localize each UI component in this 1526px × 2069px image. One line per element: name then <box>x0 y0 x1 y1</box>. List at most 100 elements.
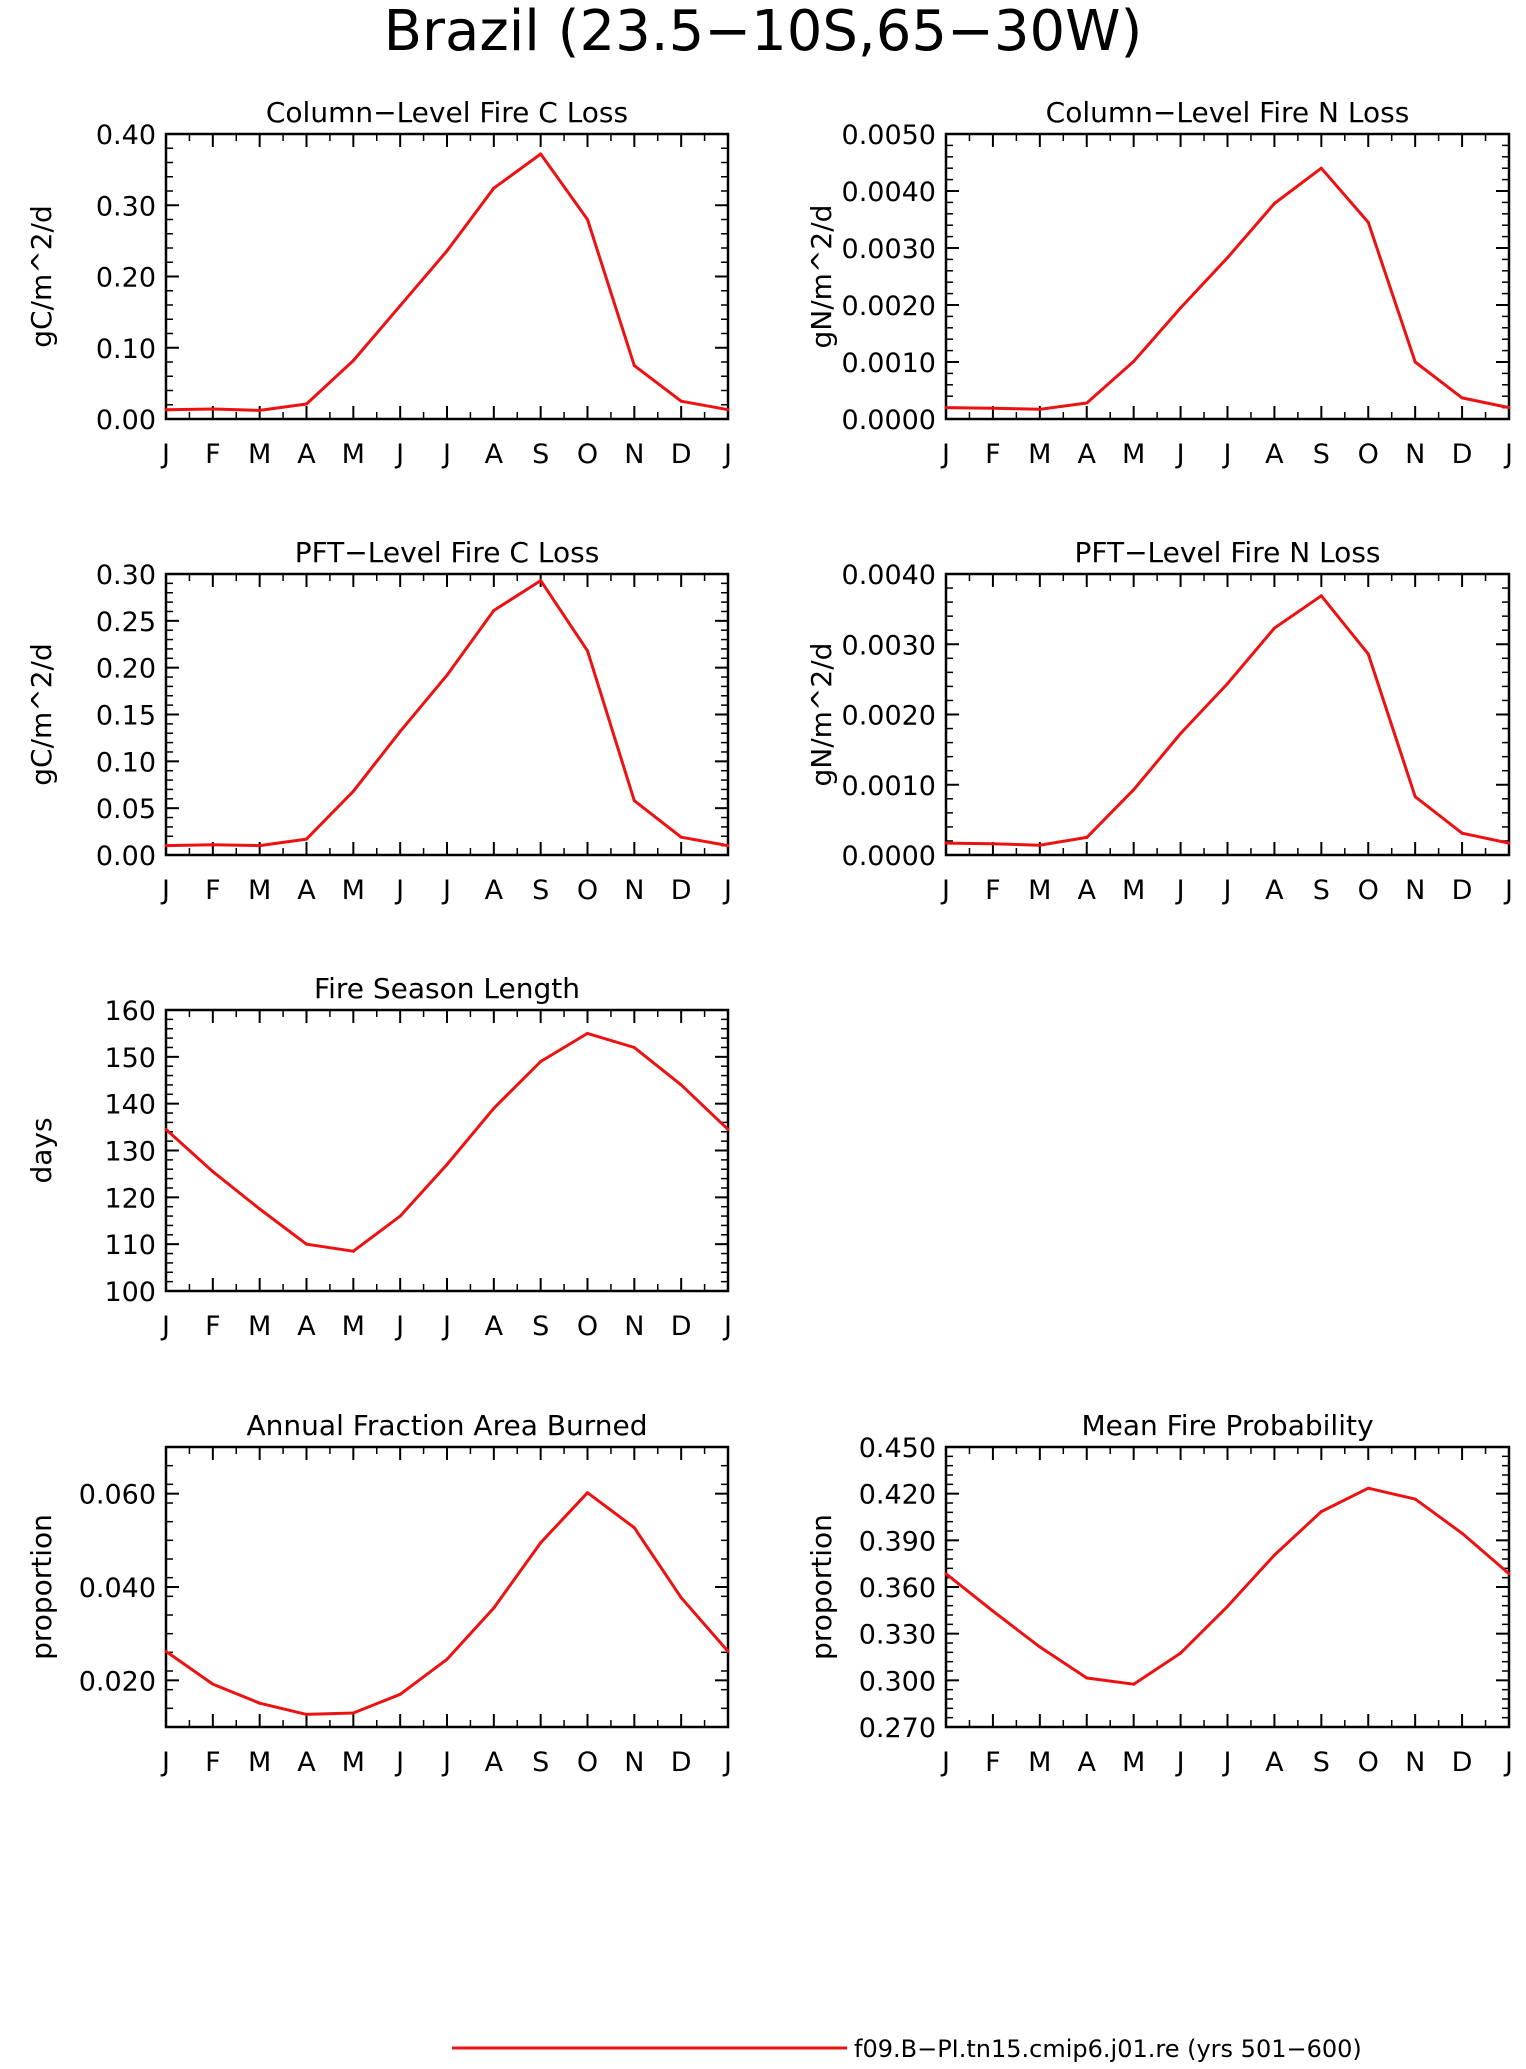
x-tick-label: S <box>1313 439 1330 470</box>
x-tick-label: J <box>160 875 170 906</box>
data-point <box>1226 682 1229 686</box>
y-tick-label: 0.0040 <box>842 177 936 208</box>
data-point <box>398 729 402 733</box>
chart-title: Annual Fraction Area Burned <box>247 1409 648 1442</box>
data-point <box>211 407 215 411</box>
x-tick-label: J <box>160 1311 170 1342</box>
y-tick-label: 0.390 <box>859 1526 936 1557</box>
data-point <box>679 399 683 403</box>
data-point <box>305 402 308 406</box>
x-tick-label: J <box>1175 439 1185 470</box>
y-axis-label: proportion <box>25 1514 58 1660</box>
data-point <box>632 1045 636 1049</box>
data-point <box>1226 256 1229 260</box>
data-point <box>1085 835 1089 839</box>
data-point <box>1460 1531 1464 1535</box>
data-point <box>1085 401 1089 405</box>
data-point <box>1366 220 1370 224</box>
x-tick-label: J <box>722 875 732 906</box>
y-tick-label: 0.30 <box>96 191 156 222</box>
chart-title: Fire Season Length <box>314 972 580 1005</box>
x-tick-label: O <box>1358 1747 1379 1778</box>
x-tick-label: M <box>1028 875 1051 906</box>
data-point <box>944 406 948 410</box>
x-tick-label: A <box>485 439 504 470</box>
y-tick-label: 0.420 <box>859 1480 936 1511</box>
x-tick-label: J <box>940 875 950 906</box>
x-tick-label: S <box>532 875 549 906</box>
x-tick-label: J <box>722 439 732 470</box>
y-tick-label: 130 <box>104 1137 156 1168</box>
data-point <box>351 789 355 793</box>
chart-title: PFT−Level Fire C Loss <box>295 536 600 569</box>
y-axis-label: gN/m^2/d <box>805 643 838 787</box>
data-point <box>1366 652 1370 656</box>
y-tick-label: 120 <box>104 1183 156 1214</box>
x-tick-label: J <box>722 1747 732 1778</box>
data-point <box>258 408 262 412</box>
y-tick-label: 0.330 <box>859 1620 936 1651</box>
data-point <box>164 408 168 412</box>
y-tick-label: 0.00 <box>96 405 156 436</box>
x-tick-label: A <box>1078 1747 1097 1778</box>
x-tick-label: M <box>248 1311 271 1342</box>
x-tick-label: O <box>577 875 598 906</box>
x-tick-label: J <box>940 439 950 470</box>
data-point <box>211 1682 215 1686</box>
data-point <box>1507 1572 1511 1576</box>
x-tick-label: A <box>1078 875 1097 906</box>
panels: Column−Level Fire C Loss gC/m^2/d 0.00 0.10… <box>25 96 1513 1778</box>
x-tick-label: S <box>532 1747 549 1778</box>
data-point <box>398 304 402 308</box>
x-tick-label: J <box>441 439 451 470</box>
x-tick-label: S <box>532 439 549 470</box>
y-tick-label: 0.25 <box>96 607 156 638</box>
data-point <box>211 1170 215 1174</box>
y-tick-label: 0.30 <box>96 560 156 591</box>
x-tick-label: F <box>205 875 221 906</box>
data-point <box>305 1712 308 1716</box>
y-tick-label: 0.15 <box>96 701 156 732</box>
data-point <box>445 1163 449 1167</box>
data-point <box>492 609 496 613</box>
x-tick-label: O <box>1358 439 1379 470</box>
y-tick-label: 0.0010 <box>842 348 936 379</box>
x-tick-label: D <box>671 1747 692 1778</box>
y-tick-label: 0.05 <box>96 794 156 825</box>
x-tick-label: A <box>1078 439 1097 470</box>
data-point <box>539 152 543 156</box>
data-point <box>586 649 589 653</box>
y-tick-label: 160 <box>104 996 156 1027</box>
y-axis-label: proportion <box>805 1514 838 1660</box>
data-point <box>679 835 683 839</box>
x-tick-label: J <box>441 875 451 906</box>
x-tick-label: N <box>624 1747 644 1778</box>
chart-title: Column−Level Fire N Loss <box>1046 96 1410 129</box>
data-point <box>539 1541 543 1545</box>
y-axis-label: days <box>25 1117 58 1183</box>
data-point <box>351 1249 355 1253</box>
x-tick-label: A <box>485 875 504 906</box>
data-point <box>586 1031 589 1035</box>
y-tick-label: 0.0030 <box>842 234 936 265</box>
data-point <box>1038 1645 1042 1649</box>
y-tick-label: 0.0000 <box>842 841 936 872</box>
x-tick-label: O <box>577 439 598 470</box>
y-tick-label: 150 <box>104 1043 156 1074</box>
legend-label: f09.B−PI.tn15.cmip6.j01.re (yrs 501−600) <box>854 2035 1362 2063</box>
data-point <box>586 218 589 221</box>
data-point <box>1132 359 1136 363</box>
y-tick-label: 0.360 <box>859 1573 936 1604</box>
data-point <box>991 1609 995 1613</box>
x-tick-label: F <box>205 1747 221 1778</box>
data-point <box>726 844 730 848</box>
chart-panel-4: PFT−Level Fire N Loss gN/m^2/d 0.0000 0.001… <box>805 536 1513 906</box>
x-tick-label: J <box>1175 1747 1185 1778</box>
y-tick-label: 0.0050 <box>842 120 936 151</box>
x-tick-label: A <box>297 439 316 470</box>
x-tick-label: M <box>248 875 271 906</box>
data-point <box>539 1060 543 1064</box>
data-point <box>398 1214 402 1218</box>
x-tick-label: N <box>624 439 644 470</box>
